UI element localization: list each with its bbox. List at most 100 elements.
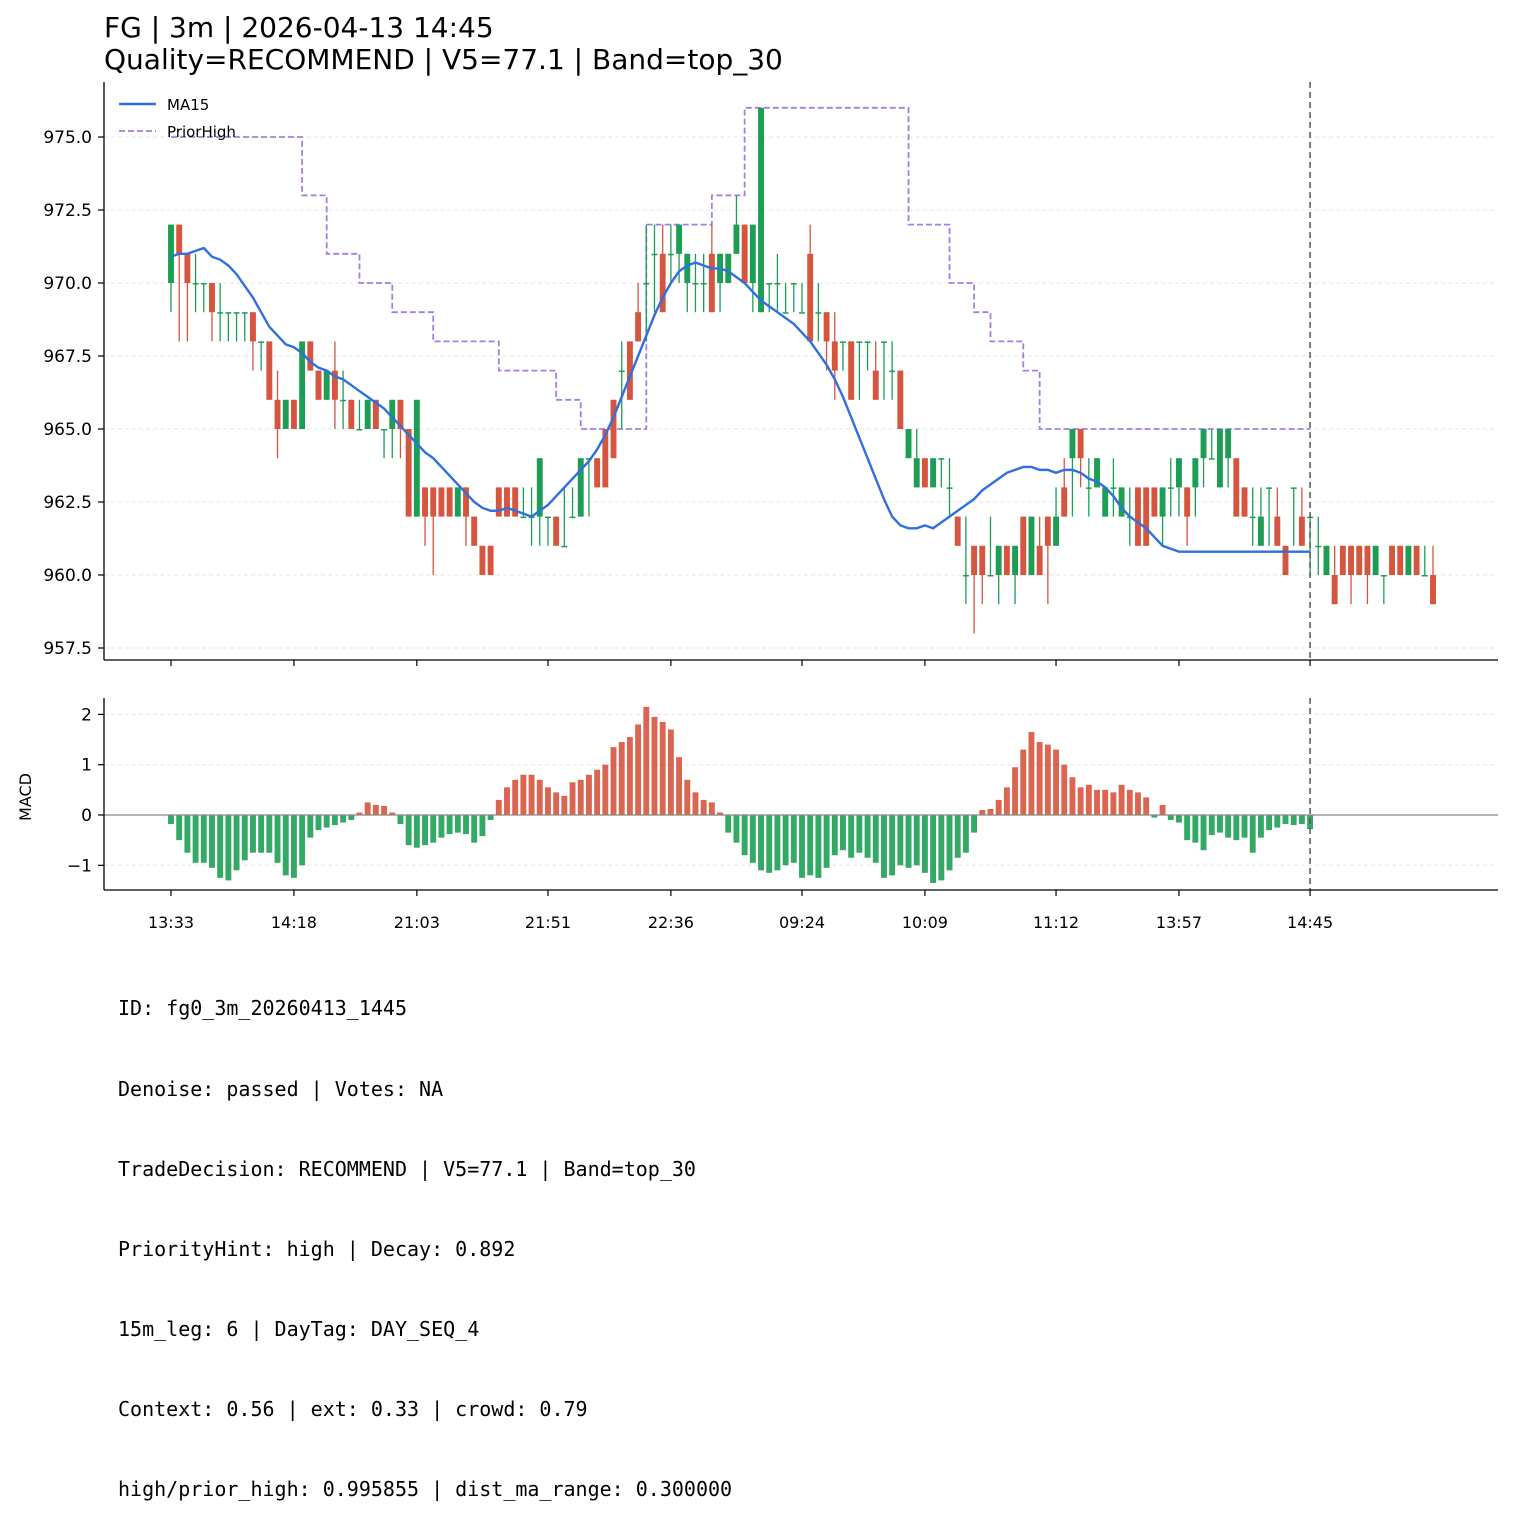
candle-body bbox=[389, 399, 396, 429]
macd-bar bbox=[626, 737, 633, 815]
info-line-denoise: Denoise: passed | Votes: NA bbox=[118, 1076, 444, 1101]
x-tick-label: 21:51 bbox=[525, 913, 571, 932]
macd-bar bbox=[733, 815, 740, 843]
candle-body bbox=[184, 253, 191, 283]
macd-bar bbox=[389, 812, 396, 815]
candle-body bbox=[872, 370, 879, 400]
macd-y-tick-label: −1 bbox=[67, 856, 92, 876]
candle-body bbox=[1348, 545, 1355, 575]
candle-body bbox=[1028, 516, 1035, 575]
macd-bar bbox=[1208, 815, 1215, 836]
candle-body bbox=[1143, 487, 1150, 546]
macd-bar bbox=[676, 757, 683, 815]
macd-bar bbox=[930, 815, 937, 883]
macd-bar bbox=[282, 815, 289, 876]
candle-body bbox=[545, 516, 551, 519]
candle-body bbox=[1176, 458, 1182, 488]
candle-body bbox=[725, 253, 732, 283]
candle-body bbox=[905, 429, 912, 459]
candle-body bbox=[1094, 458, 1100, 488]
macd-bar bbox=[1012, 767, 1019, 815]
candle-body bbox=[463, 487, 469, 517]
candle-body bbox=[692, 283, 699, 285]
macd-bar bbox=[249, 815, 256, 853]
macd-bar bbox=[233, 815, 240, 871]
macd-bar bbox=[1126, 789, 1133, 815]
candle-body bbox=[954, 516, 961, 546]
macd-bar bbox=[168, 815, 174, 825]
candle-body bbox=[504, 487, 510, 517]
candle-body bbox=[1077, 429, 1084, 459]
price-y-tick-label: 960.0 bbox=[43, 566, 92, 586]
macd-bar bbox=[749, 815, 756, 863]
macd-bar bbox=[1176, 815, 1182, 823]
candle-body bbox=[807, 253, 814, 342]
candle-body bbox=[831, 341, 838, 371]
macd-bar bbox=[495, 799, 502, 815]
x-tick-label: 13:33 bbox=[148, 913, 194, 932]
macd-bar bbox=[364, 802, 371, 815]
candle-body bbox=[1397, 545, 1404, 575]
candle-body bbox=[315, 370, 322, 400]
macd-bar bbox=[815, 815, 822, 878]
price-y-tick-label: 965.0 bbox=[43, 420, 92, 440]
candle-body bbox=[840, 341, 846, 343]
macd-bar bbox=[741, 815, 748, 856]
macd-bar bbox=[1298, 815, 1305, 825]
candle-body bbox=[708, 253, 715, 313]
candle-body bbox=[1389, 545, 1395, 575]
macd-bar bbox=[1241, 815, 1248, 838]
macd-bar bbox=[700, 799, 707, 815]
candle-body bbox=[413, 399, 420, 517]
candle-body bbox=[192, 283, 199, 285]
macd-bar bbox=[405, 815, 412, 846]
candle-body bbox=[635, 312, 642, 342]
macd-bar bbox=[290, 815, 297, 878]
macd-bar bbox=[487, 815, 494, 821]
macd-bar bbox=[192, 815, 199, 863]
candle-body bbox=[1003, 545, 1010, 575]
candle-body bbox=[823, 312, 830, 342]
macd-bar bbox=[1159, 804, 1166, 815]
macd-bar bbox=[1233, 815, 1240, 841]
candle-body bbox=[741, 224, 748, 283]
macd-bar bbox=[889, 815, 896, 876]
candle-body bbox=[659, 253, 666, 313]
candle-body bbox=[1061, 487, 1068, 517]
candle-body bbox=[323, 370, 330, 400]
candle-body bbox=[758, 107, 764, 313]
macd-bar bbox=[987, 808, 994, 815]
candle-body bbox=[438, 487, 445, 517]
macd-bar bbox=[1061, 764, 1068, 815]
macd-bar bbox=[1053, 749, 1059, 815]
macd-bar bbox=[176, 815, 183, 841]
candle-body bbox=[987, 575, 994, 577]
macd-bar bbox=[241, 815, 248, 861]
candle-body bbox=[1249, 516, 1256, 519]
macd-bar bbox=[356, 812, 363, 815]
candle-body bbox=[1020, 516, 1027, 575]
macd-bar bbox=[397, 815, 404, 825]
macd-bar bbox=[864, 815, 871, 858]
macd-bar bbox=[438, 815, 445, 838]
macd-bar bbox=[512, 779, 519, 815]
macd-bar bbox=[848, 815, 855, 858]
macd-bar bbox=[381, 805, 388, 815]
candle-body bbox=[1012, 545, 1019, 575]
candle-body bbox=[520, 516, 527, 519]
macd-bar bbox=[1044, 744, 1051, 815]
macd-bar bbox=[553, 792, 560, 815]
candle-body bbox=[848, 341, 855, 400]
candle-body bbox=[290, 399, 297, 429]
x-tick-label: 10:09 bbox=[902, 913, 948, 932]
macd-bar bbox=[315, 815, 322, 831]
candle-body bbox=[495, 487, 502, 517]
candle-body bbox=[1241, 487, 1248, 517]
macd-bar bbox=[995, 799, 1002, 815]
candle-body bbox=[1364, 545, 1371, 575]
macd-bar bbox=[1184, 815, 1191, 841]
candle-body bbox=[1372, 545, 1379, 575]
macd-bar bbox=[946, 815, 953, 871]
candle-body bbox=[921, 458, 928, 488]
macd-bar bbox=[348, 815, 355, 821]
